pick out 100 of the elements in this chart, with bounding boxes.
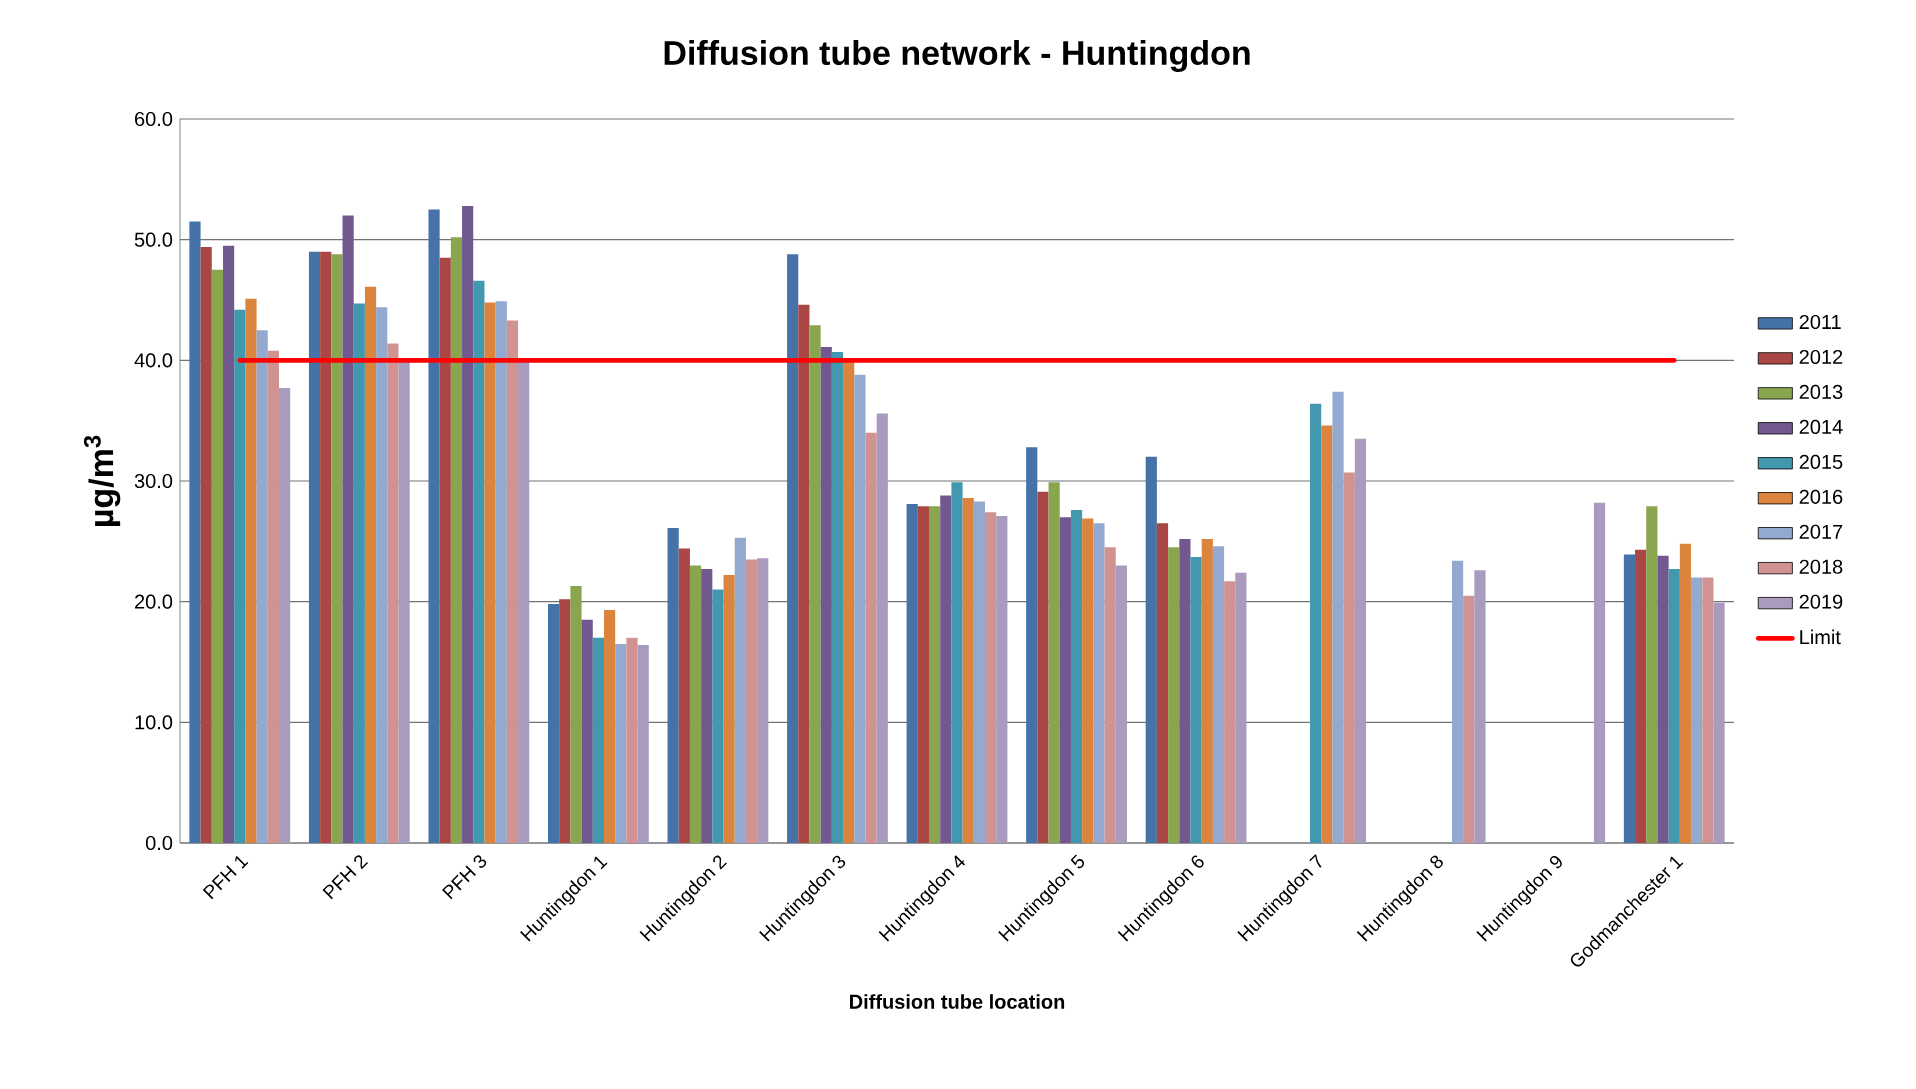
bar <box>843 360 855 843</box>
y-tick-label: 30.0 <box>134 473 173 489</box>
legend-label: 2017 <box>1799 524 1843 539</box>
bar <box>353 303 365 843</box>
bar <box>256 330 268 843</box>
bar <box>200 246 212 843</box>
bar <box>211 269 223 843</box>
bar <box>1691 577 1703 843</box>
bar <box>1474 570 1486 843</box>
bar <box>820 347 832 843</box>
legend-label: 2014 <box>1799 419 1843 434</box>
bar <box>234 309 246 843</box>
bar <box>1082 518 1094 843</box>
y-tick-label: 40.0 <box>134 353 173 368</box>
bar <box>245 298 257 843</box>
bar <box>1463 595 1475 843</box>
bar <box>787 254 799 843</box>
bar <box>809 325 821 843</box>
bar <box>1201 538 1213 843</box>
bar <box>428 209 440 843</box>
bar <box>278 388 291 843</box>
y-tick-label: 0.0 <box>145 835 173 851</box>
bar <box>854 374 866 843</box>
bar <box>387 343 399 843</box>
bar <box>929 506 941 843</box>
legend-label: 2013 <box>1799 384 1843 399</box>
bar <box>506 320 519 843</box>
bar <box>1156 523 1169 843</box>
bar <box>439 257 451 843</box>
bar <box>189 221 201 843</box>
bar <box>917 506 930 843</box>
bar <box>308 251 321 843</box>
bar <box>450 237 463 843</box>
bar <box>1343 472 1355 843</box>
bar <box>364 286 377 843</box>
bar <box>865 432 877 843</box>
bar <box>962 497 974 843</box>
bar <box>1224 581 1236 843</box>
bar <box>473 280 485 843</box>
bar <box>1702 577 1714 843</box>
bar <box>1145 456 1157 843</box>
legend-label: 2012 <box>1799 349 1843 365</box>
bar <box>701 569 713 843</box>
bar <box>331 254 343 843</box>
bar <box>1451 560 1464 843</box>
bar <box>996 515 1008 843</box>
bar <box>723 575 735 843</box>
bar <box>1168 547 1180 843</box>
bar <box>712 589 724 843</box>
y-tick-label: 60.0 <box>135 111 173 127</box>
bar <box>798 304 810 843</box>
bar <box>906 503 918 843</box>
bar <box>1179 538 1191 843</box>
bar <box>495 301 507 843</box>
bar <box>667 528 679 843</box>
bar <box>876 413 888 843</box>
legend-label: 2011 <box>1799 314 1841 330</box>
bar <box>1310 403 1322 843</box>
bar <box>689 565 702 843</box>
bar <box>1713 602 1725 843</box>
bar <box>1059 517 1071 843</box>
bar <box>678 548 690 843</box>
bar <box>342 215 354 843</box>
legend-label: 2016 <box>1799 489 1843 504</box>
bar <box>484 302 496 843</box>
legend-label: Limit <box>1800 629 1841 645</box>
bar <box>1321 425 1333 843</box>
bar <box>1593 502 1606 843</box>
bar <box>1668 569 1680 843</box>
y-axis-title: µg/m$^{3}$ <box>83 435 121 526</box>
bar <box>1646 506 1658 843</box>
bar <box>1037 491 1049 843</box>
bar <box>548 604 560 843</box>
bar <box>570 585 582 843</box>
bar <box>462 205 474 843</box>
chart-title: Diffusion tube network - Huntingdon <box>664 40 1250 72</box>
legend-label: 2018 <box>1799 559 1843 574</box>
bar <box>1354 438 1367 843</box>
bar <box>1657 555 1669 843</box>
bar <box>518 361 530 843</box>
bar <box>951 482 963 843</box>
bar <box>745 559 758 843</box>
y-tick-label: 10.0 <box>135 715 173 730</box>
bar <box>1235 572 1247 843</box>
bar <box>559 599 571 843</box>
bar <box>973 501 986 843</box>
bar <box>320 251 332 843</box>
bar <box>985 512 997 843</box>
bar <box>1623 554 1636 843</box>
bar <box>757 558 769 843</box>
bar <box>592 637 604 843</box>
legend-label: 2015 <box>1799 454 1843 469</box>
bar <box>1104 547 1116 843</box>
bar <box>1115 565 1127 843</box>
bar <box>1093 523 1105 843</box>
bar <box>940 495 952 843</box>
bar <box>615 643 627 843</box>
bar <box>831 351 844 843</box>
bar <box>1332 391 1344 843</box>
bar <box>222 245 235 843</box>
